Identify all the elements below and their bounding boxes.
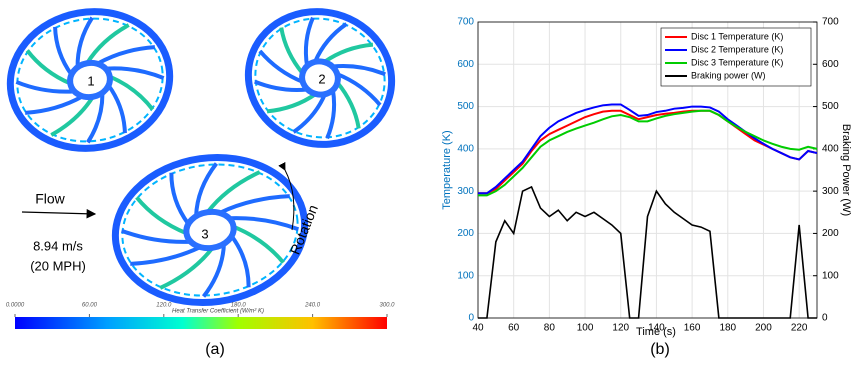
x-tick-label: 60 <box>508 323 520 334</box>
caption: (a) <box>205 341 225 358</box>
y-axis-label: Temperature (K) <box>441 130 453 209</box>
disc-spoke <box>137 191 187 239</box>
disc-spoke <box>234 221 284 269</box>
disc-spoke <box>27 44 70 90</box>
x-tick-label: 100 <box>577 323 594 334</box>
x-tick-label: 40 <box>472 323 484 334</box>
y2-tick-label: 600 <box>822 59 839 70</box>
disc-label: 3 <box>201 226 208 241</box>
y-tick-label: 100 <box>457 270 474 281</box>
colorbar-title: Heat Transfer Coefficient (W/m² K) <box>172 309 264 315</box>
disc-spoke <box>109 84 126 135</box>
flow-arrow <box>22 212 95 214</box>
caption: (b) <box>650 341 670 358</box>
disc-spoke <box>219 195 291 213</box>
legend-label: Disc 2 Temperature (K) <box>691 44 783 54</box>
y2-tick-label: 400 <box>822 143 839 154</box>
x-tick-label: 140 <box>648 323 665 334</box>
x-tick-label: 160 <box>684 323 701 334</box>
disc-spoke <box>80 93 111 143</box>
legend-label: Braking power (W) <box>691 70 766 80</box>
disc-label: 1 <box>87 73 94 88</box>
disc-spoke <box>96 46 156 64</box>
x-tick-label: 220 <box>791 323 808 334</box>
y2-tick-label: 700 <box>822 17 839 28</box>
y-tick-label: 0 <box>468 313 474 324</box>
y-tick-label: 700 <box>457 17 474 28</box>
y-tick-label: 500 <box>457 101 474 112</box>
y2-tick-label: 200 <box>822 228 839 239</box>
colorbar-tick-label: 60.00 <box>82 303 98 309</box>
disc-spoke <box>197 244 231 297</box>
x-tick-label: 120 <box>612 323 629 334</box>
y2-axis-label: Braking Power (W) <box>840 124 852 216</box>
y2-tick-label: 0 <box>822 313 828 324</box>
disc-spoke <box>70 18 101 68</box>
legend-label: Disc 3 Temperature (K) <box>691 57 783 67</box>
disc-label: 2 <box>318 71 325 86</box>
y2-tick-label: 300 <box>822 186 839 197</box>
legend-label: Disc 1 Temperature (K) <box>691 31 783 41</box>
disc-spoke <box>232 235 250 289</box>
colorbar <box>15 317 387 329</box>
disc-spoke <box>122 221 191 251</box>
disc-spoke <box>189 163 223 216</box>
y-tick-label: 400 <box>457 143 474 154</box>
x-tick-label: 80 <box>544 323 556 334</box>
speed-mph-label: (20 MPH) <box>30 258 86 273</box>
flow-label: Flow <box>35 191 65 207</box>
x-tick-label: 200 <box>755 323 772 334</box>
disc <box>106 145 314 314</box>
speed-label: 8.94 m/s <box>33 238 83 253</box>
disc-spoke <box>110 70 153 116</box>
disc-spoke <box>170 171 188 225</box>
disc-spoke <box>54 26 71 77</box>
y-tick-label: 300 <box>457 186 474 197</box>
disc-spoke <box>129 247 201 265</box>
y-tick-label: 600 <box>457 59 474 70</box>
y2-tick-label: 100 <box>822 270 839 281</box>
disc-spoke <box>229 209 298 239</box>
colorbar-tick-label: 180.0 <box>231 303 247 309</box>
figure: 1 2 3 Flow 8.94 m/s (20 MPH) Rotation He… <box>0 0 855 360</box>
colorbar-tick-label: 120.0 <box>156 303 172 309</box>
disc-hub <box>184 209 236 251</box>
x-tick-label: 180 <box>719 323 736 334</box>
colorbar-tick-label: 0.0000 <box>6 303 25 309</box>
disc-spoke <box>24 96 84 114</box>
y2-tick-label: 500 <box>822 101 839 112</box>
disc-spoke <box>16 72 74 101</box>
colorbar-tick-label: 240.0 <box>304 303 321 309</box>
colorbar-tick-label: 300.0 <box>379 303 395 309</box>
y-tick-label: 200 <box>457 228 474 239</box>
disc-spoke <box>106 59 164 88</box>
